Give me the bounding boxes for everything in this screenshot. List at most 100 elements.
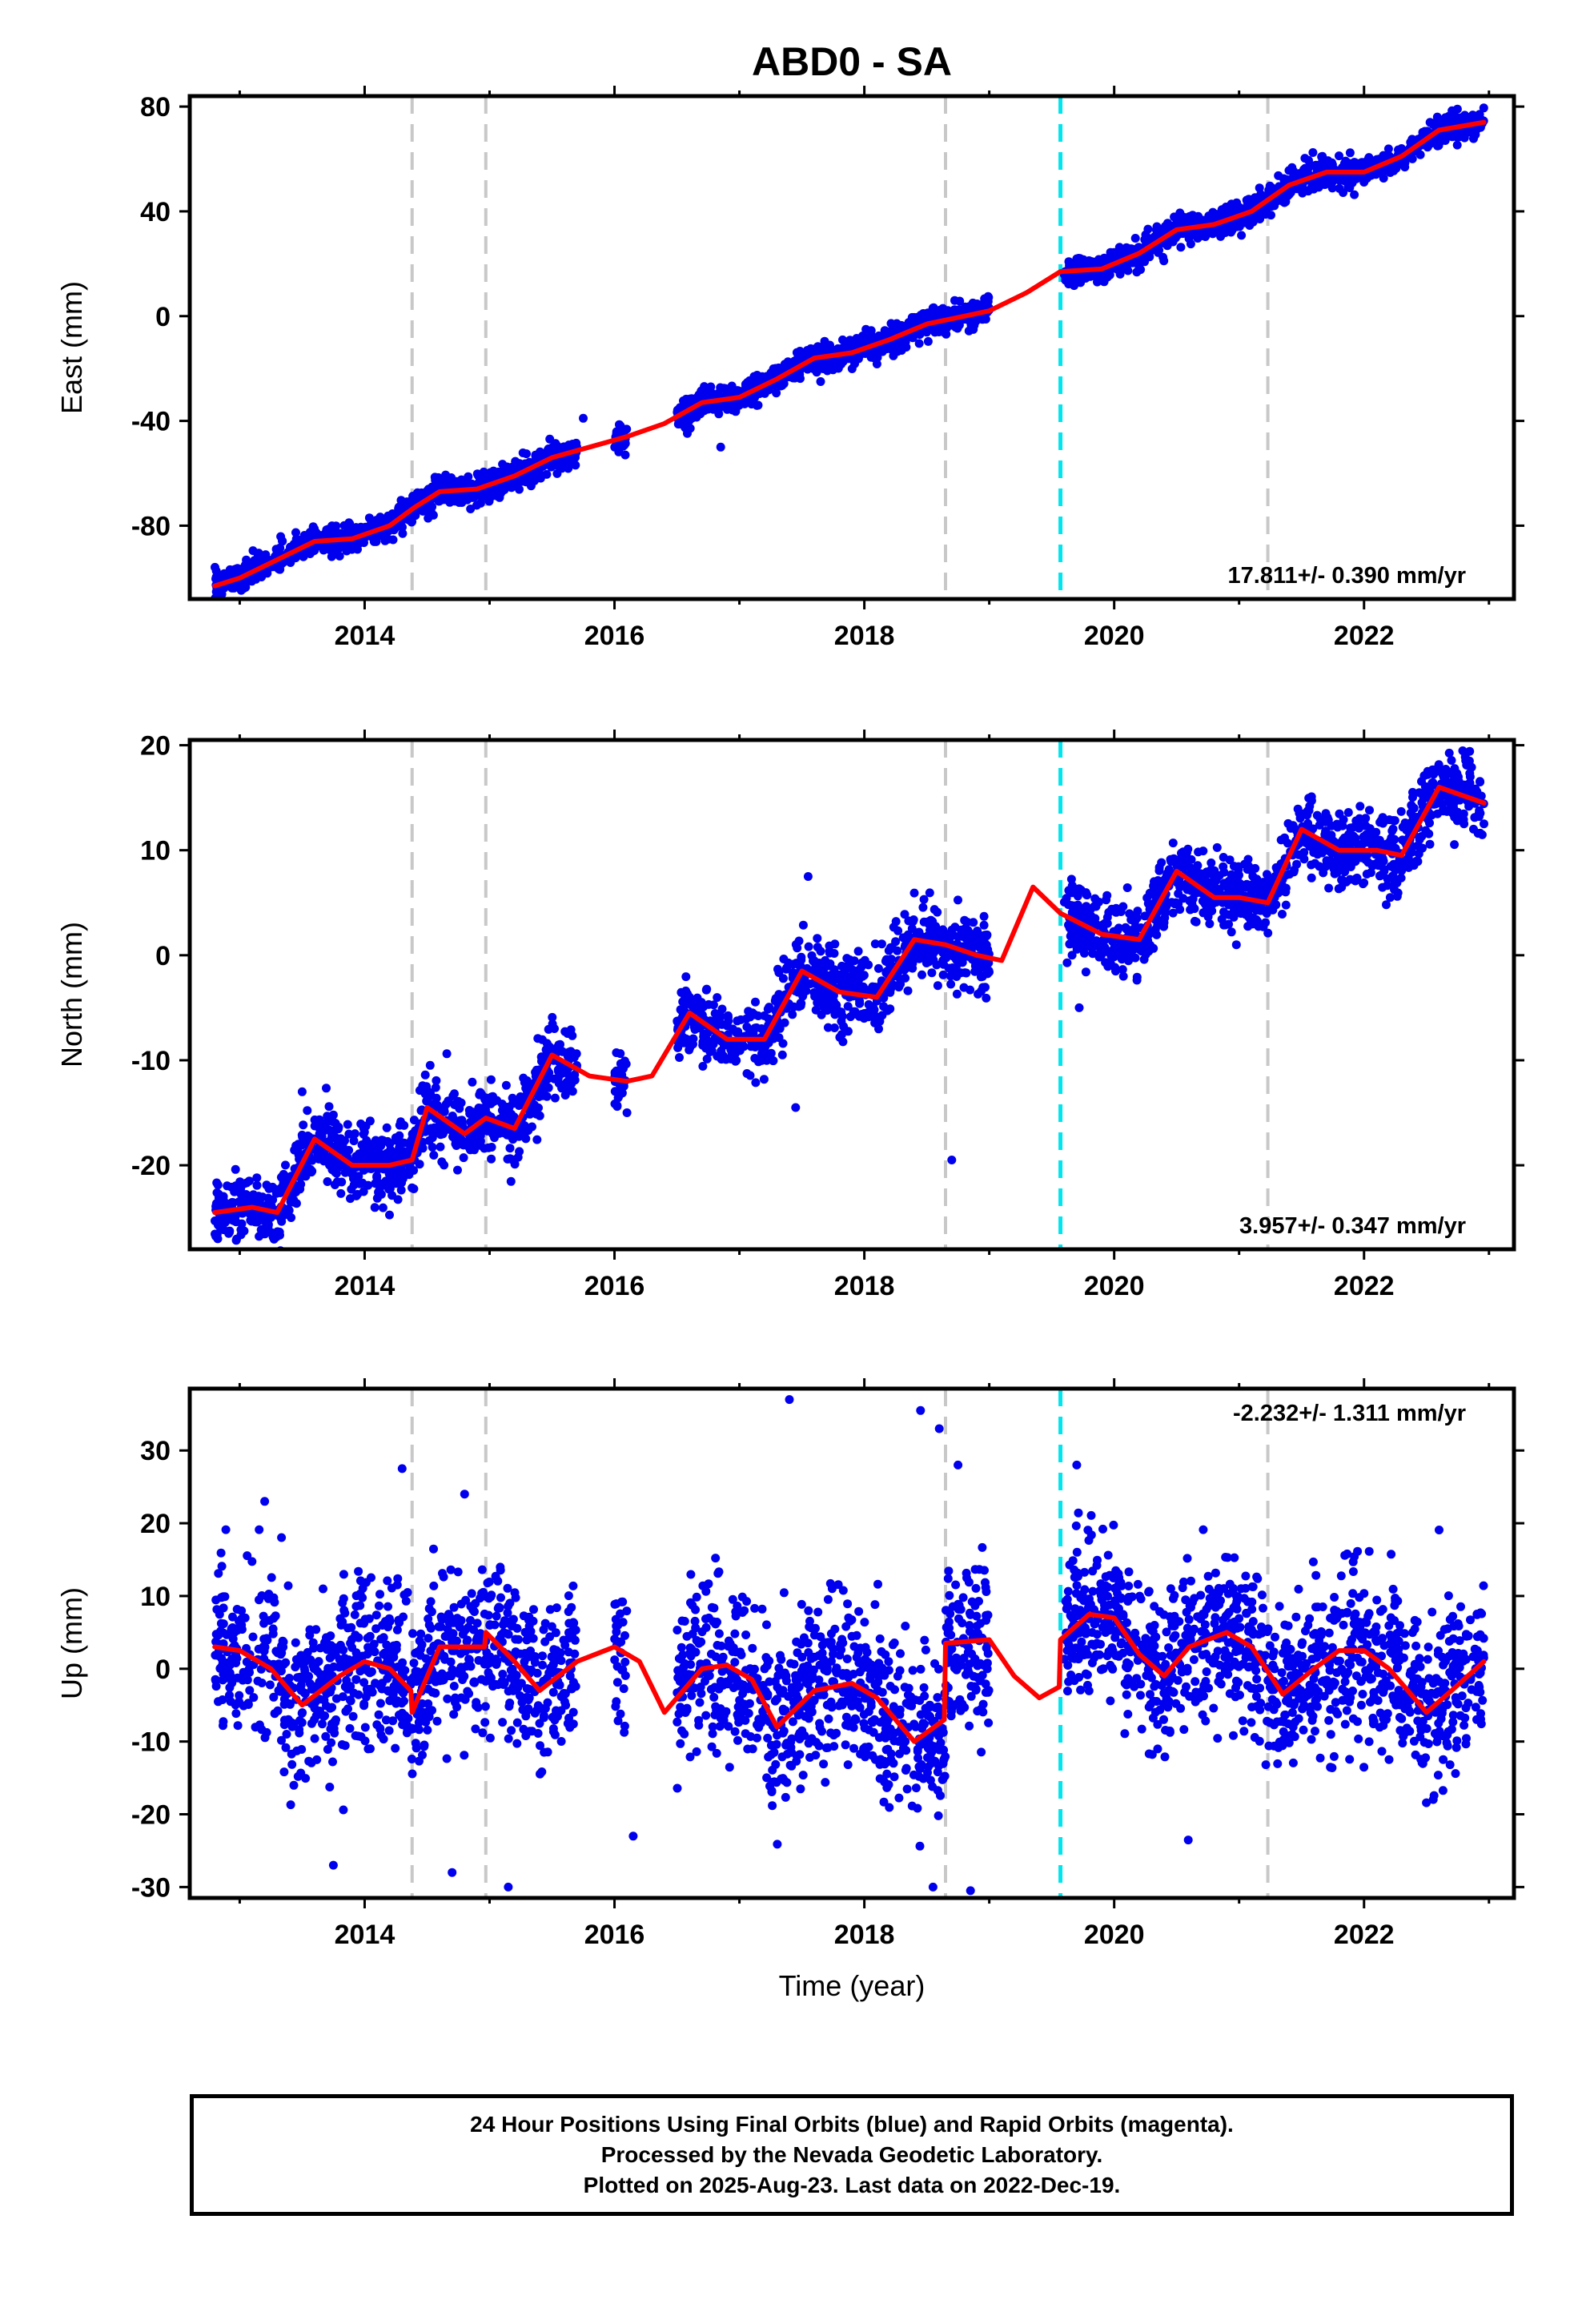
data-point xyxy=(550,1093,560,1103)
data-point xyxy=(330,1180,339,1189)
data-point xyxy=(717,1004,727,1014)
data-point xyxy=(566,1025,576,1035)
data-point xyxy=(386,1145,396,1155)
data-point xyxy=(816,377,825,386)
data-point xyxy=(857,1011,866,1021)
data-point xyxy=(1244,197,1253,207)
data-point xyxy=(369,537,379,546)
model-fit-line xyxy=(212,119,1487,589)
data-point xyxy=(938,970,948,979)
data-point xyxy=(1227,226,1237,235)
data-point xyxy=(765,1003,774,1012)
data-point xyxy=(256,1225,266,1235)
data-point xyxy=(610,442,620,452)
data-point xyxy=(946,979,956,989)
data-point xyxy=(1136,265,1146,275)
data-point xyxy=(1267,185,1276,195)
data-point xyxy=(328,1110,338,1120)
data-point xyxy=(244,1176,254,1186)
data-point xyxy=(522,1076,532,1085)
data-point xyxy=(825,340,834,350)
data-point xyxy=(1219,205,1229,215)
data-point xyxy=(327,1128,336,1138)
data-point xyxy=(713,1051,722,1061)
data-point xyxy=(510,1160,520,1169)
data-point xyxy=(948,963,958,972)
data-point xyxy=(213,1234,223,1244)
data-point xyxy=(1081,967,1090,977)
data-point xyxy=(323,1116,332,1126)
data-point xyxy=(710,1033,720,1043)
data-point xyxy=(431,1083,440,1092)
data-point xyxy=(877,939,886,949)
data-point xyxy=(778,1039,788,1048)
y-tick-label: 80 xyxy=(140,92,171,123)
data-point xyxy=(548,460,556,469)
x-tick-label: 2014 xyxy=(335,621,396,651)
data-point xyxy=(457,478,467,488)
data-point xyxy=(579,413,588,423)
y-tick-label: 0 xyxy=(155,302,171,332)
data-point xyxy=(297,551,307,561)
data-point xyxy=(620,426,629,436)
data-point xyxy=(211,587,221,597)
data-point xyxy=(788,1010,797,1019)
data-point xyxy=(804,942,813,951)
data-point xyxy=(820,1003,829,1012)
data-point xyxy=(424,513,433,523)
data-point xyxy=(211,1216,219,1225)
data-point xyxy=(304,1164,314,1174)
data-point xyxy=(515,485,524,494)
data-point xyxy=(1313,161,1323,170)
data-point xyxy=(521,477,531,487)
data-point xyxy=(841,962,850,971)
data-point xyxy=(343,1120,352,1129)
data-point xyxy=(919,917,929,927)
data-point xyxy=(1452,104,1462,114)
data-point xyxy=(896,979,905,989)
data-point xyxy=(441,470,451,480)
data-point xyxy=(453,1165,462,1175)
data-point xyxy=(267,1263,275,1272)
data-point xyxy=(926,930,935,939)
data-point xyxy=(909,915,918,924)
data-point xyxy=(736,1015,745,1024)
data-point xyxy=(861,324,871,334)
data-point xyxy=(813,998,822,1007)
data-point xyxy=(227,583,237,593)
data-point xyxy=(1409,135,1419,145)
daily-position-points xyxy=(211,746,1488,1272)
data-point xyxy=(864,999,873,1009)
data-point xyxy=(493,488,503,497)
velocity-rate-label: 17.811+/- 0.390 mm/yr xyxy=(1228,563,1466,589)
data-point xyxy=(877,1011,887,1020)
data-point xyxy=(950,296,959,305)
data-point xyxy=(1096,274,1106,283)
data-point xyxy=(334,1137,343,1147)
data-point xyxy=(701,985,711,995)
daily-position-points xyxy=(211,103,1488,599)
data-point xyxy=(343,1166,352,1176)
data-point xyxy=(517,1127,527,1136)
data-point xyxy=(1102,895,1111,905)
data-point xyxy=(1134,257,1143,267)
data-point xyxy=(229,1216,239,1225)
data-point xyxy=(927,919,937,929)
data-point xyxy=(379,1136,388,1145)
data-point xyxy=(299,1120,308,1130)
data-point xyxy=(565,459,575,468)
data-point xyxy=(1105,270,1114,279)
data-point xyxy=(717,1019,727,1029)
data-point xyxy=(917,970,926,979)
data-point xyxy=(398,529,408,538)
data-point xyxy=(1308,148,1318,157)
data-point xyxy=(779,955,789,963)
data-point xyxy=(852,334,861,343)
data-point xyxy=(798,920,808,930)
data-point xyxy=(522,449,531,459)
data-point xyxy=(780,1018,789,1027)
data-point xyxy=(371,1136,380,1145)
data-point xyxy=(866,352,876,362)
data-point xyxy=(276,532,286,541)
data-point xyxy=(349,1136,359,1146)
